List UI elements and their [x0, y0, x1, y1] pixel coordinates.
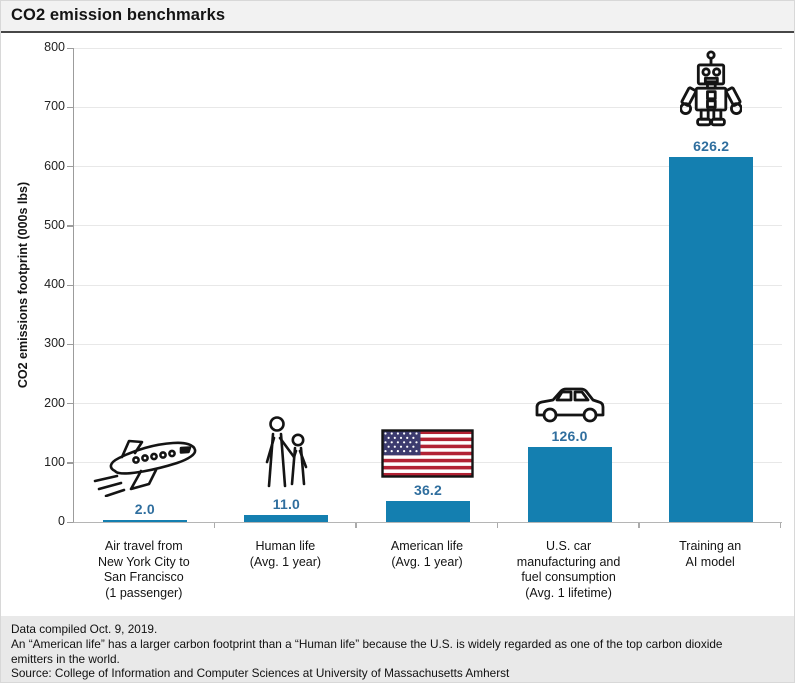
x-tick-mark-3: [496, 523, 499, 528]
bar-value-label: 2.0: [134, 501, 155, 517]
y-tick-mark-100: [67, 462, 73, 464]
chart-title: CO2 emission benchmarks: [11, 6, 226, 24]
plot-area: 2.0 11.0 36.2: [73, 47, 782, 523]
gridline-800: [74, 47, 782, 49]
y-tick-mark-600: [67, 166, 73, 168]
footer-notes: Data compiled Oct. 9, 2019. An “American…: [1, 616, 794, 682]
chart-header: CO2 emission benchmarks: [1, 1, 794, 33]
bar: [527, 447, 612, 522]
plot-columns: 2.0 11.0 36.2: [74, 48, 782, 522]
y-tick-mark-500: [67, 225, 73, 227]
bar-column-4: 126.0: [499, 48, 641, 522]
y-tick-mark-0: [67, 521, 73, 523]
gridline-500: [74, 225, 782, 227]
bar: [669, 157, 754, 522]
y-tick-label-200: 200: [44, 395, 65, 410]
bar: [385, 500, 470, 522]
y-tick-label-100: 100: [44, 454, 65, 469]
footer-source: Source: College of Information and Compu…: [11, 666, 510, 681]
gridline-400: [74, 284, 782, 286]
x-tick-mark-2: [355, 523, 357, 528]
y-tick-label-700: 700: [44, 99, 65, 114]
gridline-600: [74, 166, 782, 167]
y-tick-mark-200: [67, 403, 73, 405]
y-tick-label-300: 300: [44, 336, 65, 351]
bar-column-3: 36.2: [357, 48, 499, 522]
y-tick-label-800: 800: [44, 40, 65, 54]
footer-compiled-date: Data compiled Oct. 9, 2019.: [11, 622, 158, 636]
bar: [102, 520, 187, 522]
bar-value-label: 626.2: [693, 138, 730, 154]
bar-value-label: 11.0: [272, 496, 301, 513]
y-tick-label-500: 500: [44, 217, 65, 232]
y-tick-label-0: 0: [58, 514, 65, 528]
x-axis-label-3: American life (Avg. 1 year): [390, 539, 464, 569]
footer-note: An “American life” has a larger carbon f…: [11, 636, 723, 666]
people-icon: [260, 416, 312, 492]
x-axis-label-1: Air travel from New York City to San Fra…: [97, 539, 190, 600]
bar-value-label: 36.2: [413, 481, 443, 498]
x-axis-label-5: Training an AI model: [679, 539, 742, 569]
x-axis-labels: Air travel from New York City to San Fra…: [73, 539, 781, 601]
bar-value-label: 126.0: [551, 428, 588, 445]
bar: [244, 515, 329, 522]
x-tick-mark-4: [638, 523, 640, 528]
y-tick-mark-300: [67, 343, 73, 346]
y-tick-mark-800: [67, 47, 73, 49]
bar-column-1: 2.0: [74, 48, 216, 522]
car-icon: [533, 380, 607, 424]
gridline-700: [74, 106, 782, 108]
y-tick-mark-700: [67, 106, 73, 109]
x-axis-label-2: Human life (Avg. 1 year): [249, 539, 322, 569]
gridline-300: [74, 343, 782, 345]
gridline-200: [74, 403, 782, 404]
airplane-icon: [91, 437, 199, 498]
y-tick-mark-400: [67, 284, 73, 286]
bar-column-2: 11.0: [216, 48, 358, 522]
y-tick-label-600: 600: [44, 158, 65, 173]
us-flag-icon: [381, 428, 475, 478]
y-tick-label-400: 400: [44, 277, 65, 291]
x-axis-label-4: U.S. car manufacturing and fuel consumpt…: [516, 539, 621, 600]
bar-column-5: 626.2: [640, 48, 782, 522]
x-tick-mark-1: [213, 523, 215, 528]
robot-icon: [679, 48, 743, 134]
x-tick-mark-5: [780, 523, 782, 528]
